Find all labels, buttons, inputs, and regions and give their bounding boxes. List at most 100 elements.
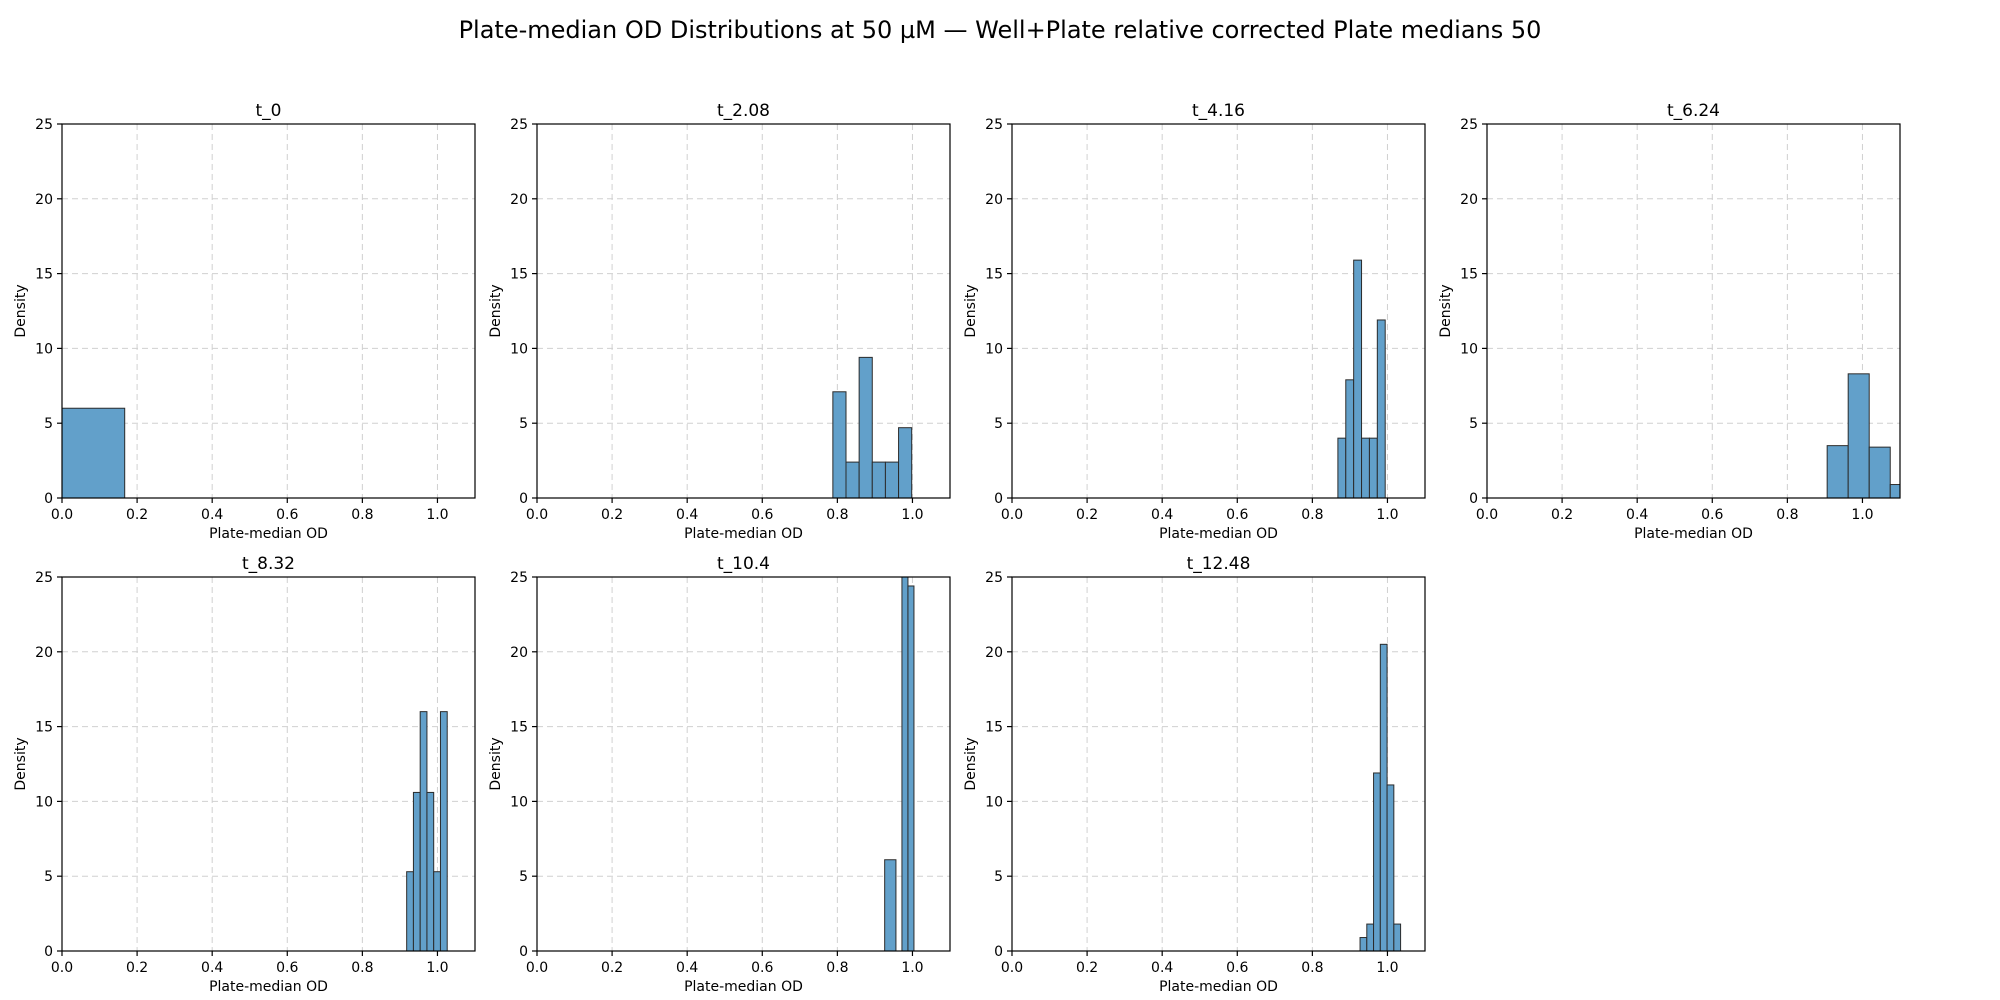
x-tick-label: 0.6 (751, 507, 773, 523)
y-tick-label: 15 (35, 267, 53, 283)
histogram-bars (832, 356, 913, 498)
y-tick-label: 10 (985, 794, 1003, 810)
histogram-bar (1889, 484, 1900, 498)
axes-frame (536, 576, 951, 952)
x-tick-label: 0.4 (1151, 507, 1173, 523)
histogram-bars (62, 407, 126, 498)
histogram-bar (62, 407, 126, 498)
histogram-bar (1366, 923, 1375, 951)
histogram-bars (1826, 373, 1900, 498)
histogram-bar (412, 791, 421, 951)
y-axis-label: Density (488, 284, 504, 337)
y-tick-label: 15 (510, 720, 528, 736)
y-axis-label: Density (1438, 284, 1454, 337)
y-tick-label: 10 (510, 341, 528, 357)
subplot-t-2-08: 0.0 0.2 0.4 0.6 0.8 1.0 0 5 10 15 20 25 t_2.08 Plate-… (488, 101, 951, 542)
histogram-bar (907, 585, 915, 951)
histogram-bar (845, 461, 860, 498)
x-tick-label: 0.2 (601, 507, 623, 523)
y-tick-label: 25 (35, 570, 53, 586)
histogram-bar (433, 871, 441, 951)
histogram-bar (439, 711, 448, 951)
x-axis-label: Plate-median OD (684, 979, 803, 995)
histogram-bar (426, 791, 435, 951)
y-tick-label: 15 (510, 267, 528, 283)
x-tick-label: 0.0 (526, 960, 548, 976)
x-tick-label: 0.2 (126, 960, 148, 976)
histogram-bar (884, 461, 900, 498)
axes-frame (61, 576, 476, 952)
x-tick-label: 0.2 (1076, 507, 1098, 523)
y-tick-label: 10 (1460, 341, 1478, 357)
y-tick-label: 20 (510, 645, 528, 661)
x-tick-label: 0.8 (351, 507, 373, 523)
figure-suptitle: Plate-median OD Distributions at 50 µM —… (459, 16, 1542, 44)
y-axis-label: Density (963, 737, 979, 790)
histogram-bar (832, 391, 847, 498)
histogram-bar (858, 356, 873, 498)
x-tick-label: 1.0 (426, 960, 448, 976)
x-axis-label: Plate-median OD (684, 526, 803, 542)
subplot-title: t_10.4 (717, 554, 770, 574)
histogram-bars (406, 711, 448, 951)
histogram-bar (1361, 437, 1370, 498)
x-tick-label: 0.6 (1701, 507, 1723, 523)
x-tick-label: 0.0 (51, 960, 73, 976)
histogram-bars (1359, 643, 1402, 951)
y-tick-label: 10 (985, 341, 1003, 357)
x-tick-label: 0.0 (1001, 960, 1023, 976)
x-tick-label: 0.8 (826, 960, 848, 976)
histogram-bar (1826, 445, 1849, 498)
histogram-bar (1353, 259, 1363, 498)
y-tick-label: 10 (35, 341, 53, 357)
x-tick-label: 0.0 (1001, 507, 1023, 523)
x-tick-label: 1.0 (426, 507, 448, 523)
x-tick-label: 0.6 (1226, 507, 1248, 523)
x-axis-label: Plate-median OD (1634, 526, 1753, 542)
subplot-t-10-4: 0.0 0.2 0.4 0.6 0.8 1.0 0 5 10 15 20 25 t_10.4 Plate-… (488, 554, 951, 995)
axes-frame (1011, 123, 1426, 499)
x-tick-label: 0.8 (826, 507, 848, 523)
y-tick-label: 10 (35, 794, 53, 810)
subplot-title: t_2.08 (717, 101, 770, 121)
histogram-bar (419, 711, 428, 951)
histogram-bar (884, 859, 897, 951)
x-tick-label: 0.2 (1076, 960, 1098, 976)
y-axis-label: Density (488, 737, 504, 790)
x-tick-label: 0.6 (276, 507, 298, 523)
x-tick-label: 0.0 (51, 507, 73, 523)
y-tick-label: 20 (985, 192, 1003, 208)
x-axis-label: Plate-median OD (209, 979, 328, 995)
y-tick-label: 20 (985, 645, 1003, 661)
x-tick-label: 0.8 (1776, 507, 1798, 523)
y-tick-label: 5 (994, 869, 1003, 885)
histogram-bar (901, 577, 909, 951)
x-tick-label: 0.8 (1301, 960, 1323, 976)
x-tick-label: 0.8 (1301, 507, 1323, 523)
y-tick-label: 10 (510, 794, 528, 810)
y-tick-label: 25 (985, 570, 1003, 586)
x-axis-label: Plate-median OD (1159, 526, 1278, 542)
axes-frame (1011, 576, 1426, 952)
histogram-bars (884, 577, 915, 951)
x-axis-label: Plate-median OD (209, 526, 328, 542)
x-tick-label: 0.6 (276, 960, 298, 976)
y-tick-label: 15 (985, 267, 1003, 283)
x-tick-label: 1.0 (901, 960, 923, 976)
x-tick-label: 1.0 (1376, 960, 1398, 976)
y-tick-label: 5 (994, 416, 1003, 432)
subplot-t-0: 0.0 0.2 0.4 0.6 0.8 1.0 0 5 10 15 20 25 t_0 Plate-med… (13, 101, 476, 542)
y-tick-label: 25 (510, 570, 528, 586)
subplot-title: t_12.48 (1187, 554, 1251, 574)
y-tick-label: 0 (519, 944, 528, 960)
y-axis-label: Density (13, 284, 29, 337)
y-tick-label: 5 (44, 416, 53, 432)
y-tick-label: 0 (44, 491, 53, 507)
x-tick-label: 0.2 (1551, 507, 1573, 523)
x-axis-label: Plate-median OD (1159, 979, 1278, 995)
y-tick-label: 0 (519, 491, 528, 507)
x-tick-label: 0.8 (351, 960, 373, 976)
x-tick-label: 1.0 (1376, 507, 1398, 523)
x-tick-label: 0.4 (201, 507, 223, 523)
